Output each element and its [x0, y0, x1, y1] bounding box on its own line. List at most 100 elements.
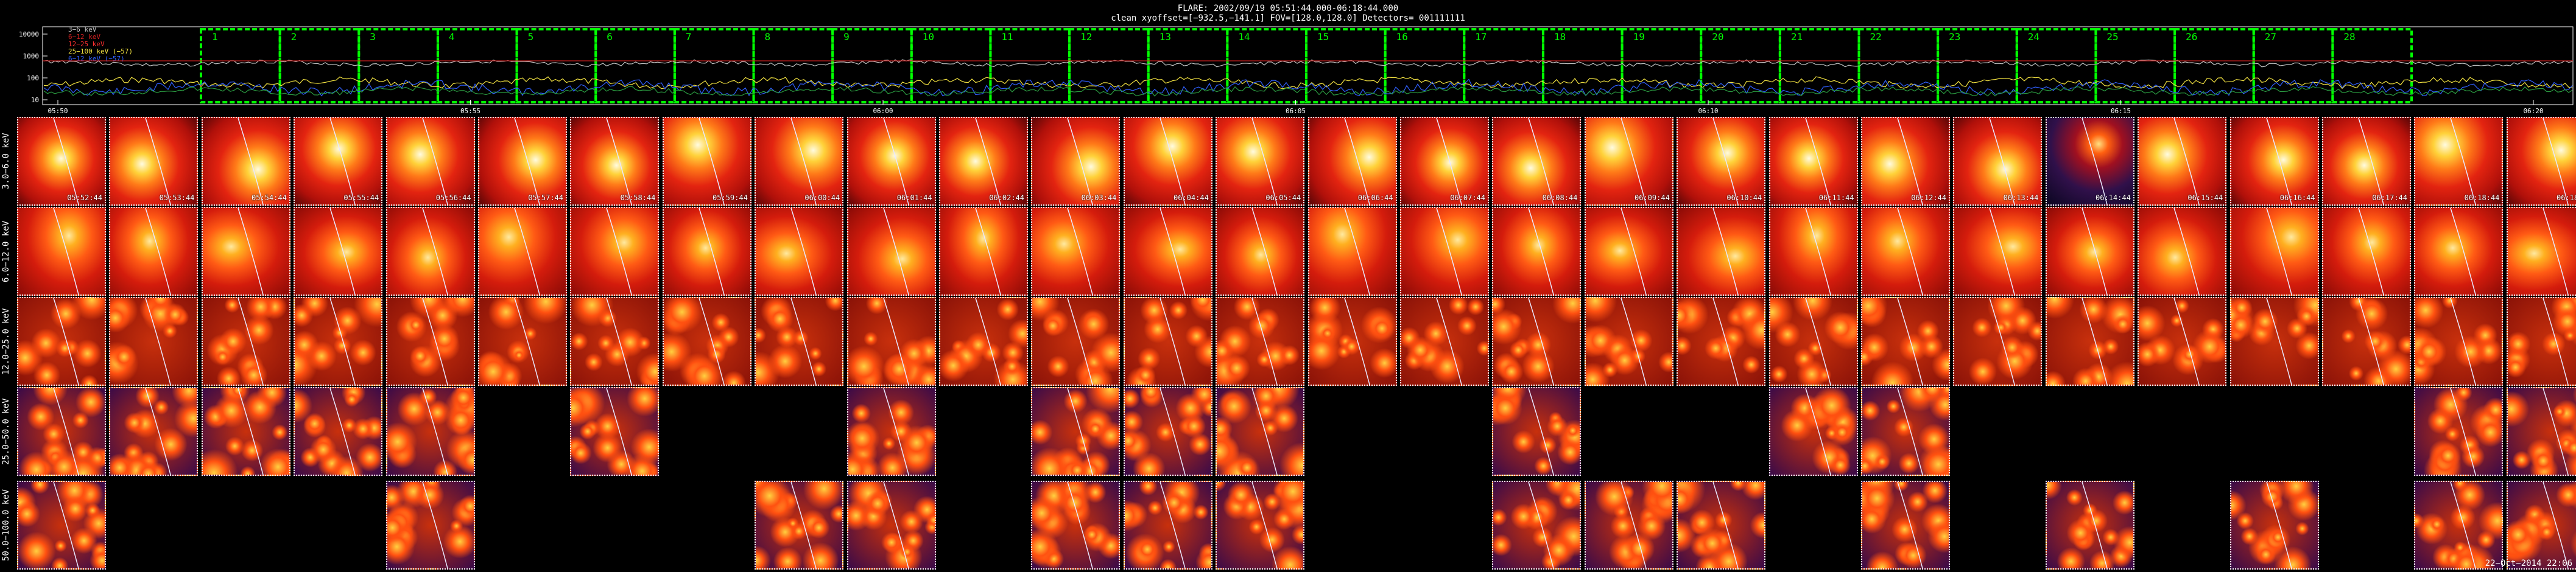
tile-time: 06:12:44 — [1911, 194, 1946, 202]
tile-time: 06:01:44 — [896, 194, 932, 202]
timestamp: 22−Oct−2014 22:06 — [2485, 559, 2572, 568]
tile-time: 05:55:44 — [343, 194, 379, 202]
image-tile — [17, 481, 106, 570]
interval-number: 9 — [843, 31, 850, 43]
interval-box — [910, 28, 992, 103]
image-tile: 06:18:44 — [2414, 117, 2504, 206]
interval-number: 22 — [1870, 31, 1882, 43]
solar-limb-line — [975, 208, 1001, 295]
solar-limb-line — [1712, 118, 1739, 204]
tile-time: 06:13:44 — [2003, 194, 2039, 202]
interval-number: 7 — [686, 31, 692, 43]
solar-limb-line — [1621, 208, 1647, 295]
interval-number: 8 — [765, 31, 771, 43]
image-tile — [2229, 481, 2319, 570]
image-tile: 05:53:44 — [109, 117, 199, 206]
tile-time: 06:14:44 — [2096, 194, 2131, 202]
image-tile — [201, 207, 290, 296]
image-tile — [1123, 387, 1212, 476]
solar-limb-line — [882, 388, 909, 475]
ytick-label: 10 — [31, 96, 39, 104]
image-tile — [1307, 297, 1397, 386]
image-tile — [755, 207, 844, 296]
image-tile — [1861, 207, 1950, 296]
solar-limb-line — [1712, 208, 1739, 295]
image-tile — [109, 387, 199, 476]
solar-limb-line — [1251, 388, 1278, 475]
solar-limb-line — [421, 118, 448, 204]
interval-number: 13 — [1160, 31, 1171, 43]
solar-limb-line — [1160, 388, 1186, 475]
solar-limb-line — [2358, 298, 2384, 385]
solar-limb-line — [329, 208, 356, 295]
image-tile — [1677, 297, 1766, 386]
solar-limb-line — [2265, 208, 2292, 295]
interval-number: 27 — [2265, 31, 2276, 43]
image-tile: 06:06:44 — [1307, 117, 1397, 206]
interval-box — [2252, 28, 2334, 103]
solar-limb-line — [53, 298, 79, 385]
solar-limb-line — [1712, 298, 1739, 385]
solar-limb-line — [2450, 118, 2477, 204]
image-tile — [846, 297, 936, 386]
solar-limb-line — [421, 482, 448, 568]
tile-time: 05:58:44 — [620, 194, 656, 202]
image-tile — [1216, 481, 1305, 570]
solar-limb-line — [514, 118, 540, 204]
image-tile — [1216, 207, 1305, 296]
header-line-2: clean xyoffset=[−932.5,−141.1] FOV=[128.… — [1111, 13, 1465, 23]
solar-limb-line — [699, 208, 725, 295]
solar-limb-line — [2450, 298, 2477, 385]
image-tile — [755, 297, 844, 386]
interval-number: 4 — [449, 31, 455, 43]
image-tile — [1400, 297, 1489, 386]
image-tile — [2045, 297, 2134, 386]
solar-limb-line — [2082, 298, 2108, 385]
solar-limb-line — [1897, 118, 1923, 204]
legend-entry: 25−100 keV (−57) — [68, 47, 133, 55]
image-tile — [1861, 297, 1950, 386]
solar-limb-line — [790, 208, 817, 295]
solar-limb-line — [790, 482, 817, 568]
image-tile — [17, 387, 106, 476]
solar-limb-line — [2173, 298, 2200, 385]
interval-number: 24 — [2028, 31, 2039, 43]
interval-number: 6 — [607, 31, 613, 43]
image-tile — [1861, 387, 1950, 476]
image-tile — [1031, 387, 1121, 476]
solar-limb-line — [145, 298, 172, 385]
solar-limb-line — [329, 388, 356, 475]
solar-limb-line — [1067, 208, 1094, 295]
interval-box — [1068, 28, 1150, 103]
image-tile — [2045, 481, 2134, 570]
image-tile — [385, 207, 475, 296]
interval-number: 2 — [291, 31, 297, 43]
image-tile — [1768, 207, 1858, 296]
solar-limb-line — [1897, 388, 1923, 475]
interval-box — [2015, 28, 2097, 103]
interval-box — [1463, 28, 1544, 103]
image-tile — [294, 297, 383, 386]
solar-limb-line — [1897, 482, 1923, 568]
image-tile — [2506, 481, 2576, 570]
tile-time: 06:07:44 — [1450, 194, 1485, 202]
interval-box — [831, 28, 913, 103]
image-tile: 06:15:44 — [2138, 117, 2227, 206]
solar-limb-line — [882, 482, 909, 568]
image-tile — [1861, 481, 1950, 570]
solar-limb-line — [882, 118, 909, 204]
solar-limb-line — [1804, 298, 1831, 385]
image-tile — [1584, 207, 1673, 296]
image-tile: 06:11:44 — [1768, 117, 1858, 206]
image-tile: 06:17:44 — [2322, 117, 2411, 206]
tile-time: 05:54:44 — [252, 194, 287, 202]
solar-limb-line — [329, 298, 356, 385]
legend-entry: 12−25 keV — [68, 40, 105, 48]
ytick-label: 100 — [27, 74, 39, 82]
xtick-label: 06:10 — [1698, 107, 1718, 115]
solar-limb-line — [53, 388, 79, 475]
solar-limb-line — [1436, 208, 1462, 295]
band-label: 3.0−6.0 keV — [1, 133, 11, 190]
image-tile — [2138, 297, 2227, 386]
solar-limb-line — [1897, 298, 1923, 385]
